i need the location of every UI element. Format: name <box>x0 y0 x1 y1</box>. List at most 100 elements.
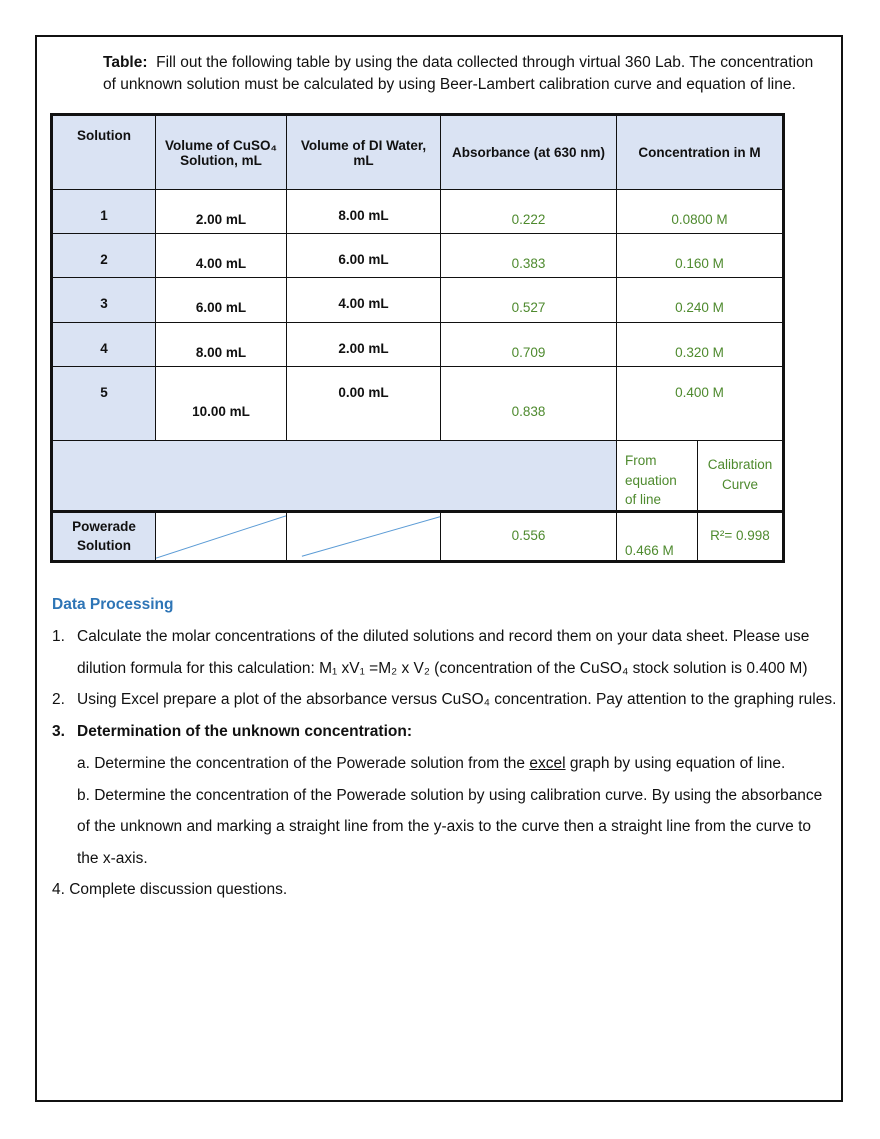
solution-number: 4 <box>51 322 156 367</box>
cuso4-volume: 4.00 mL <box>155 233 287 278</box>
step-3: 3. Determination of the unknown concentra… <box>52 722 412 742</box>
water-volume-text: 6.00 mL <box>338 252 389 267</box>
absorbance-value: 0.222 <box>440 189 617 234</box>
from-equation-line3: of line <box>625 492 662 507</box>
concentration-text: 0.400 M <box>675 385 724 400</box>
step-4: 4. Complete discussion questions. <box>52 881 288 898</box>
table-instructions: Table: Fill out the following table by u… <box>103 52 838 96</box>
step-1-line-1: 1. Calculate the molar concentrations of … <box>52 627 809 647</box>
from-equation-line2: equation <box>625 472 677 488</box>
water-volume-text: 0.00 mL <box>338 385 389 400</box>
powerade-absorbance: 0.556 <box>440 510 617 562</box>
concentration-text: 0.240 M <box>675 300 724 315</box>
header-volume-cuso4-line1: Volume of CuSO₄ <box>165 137 277 153</box>
concentration-value: 0.240 M <box>616 277 784 323</box>
calibration-curve-line2: Curve <box>721 477 758 493</box>
step-1-line-2: dilution formula for this calculation: M… <box>77 660 808 677</box>
concentration-value: 0.400 M <box>616 366 784 441</box>
cuso4-volume: 8.00 mL <box>155 322 287 367</box>
solution-number-text: 4 <box>100 341 108 356</box>
powerade-r-squared-text: R²= 0.998 <box>710 527 770 543</box>
diagonal-line-icon <box>156 514 286 559</box>
cuso4-volume-text: 4.00 mL <box>195 256 247 271</box>
blank-shaded-cell <box>51 440 617 512</box>
step-3-number: 3. <box>52 723 65 740</box>
table-row: 4 8.00 mL 2.00 mL 0.709 0.320 M <box>51 322 784 367</box>
concentration-text: 0.160 M <box>675 256 724 271</box>
header-volume-cuso4-line2: Solution, mL <box>180 152 262 168</box>
water-volume-text: 2.00 mL <box>338 341 389 356</box>
calibration-curve-label: Calibration Curve <box>697 440 784 512</box>
absorbance-value: 0.383 <box>440 233 617 278</box>
powerade-label-line1: Powerade <box>72 519 136 534</box>
absorbance-text: 0.709 <box>511 345 546 360</box>
step-2: 2. Using Excel prepare a plot of the abso… <box>52 690 836 710</box>
from-equation-line1: From <box>625 453 657 468</box>
absorbance-text: 0.383 <box>511 256 546 271</box>
step-3-text: Determination of the unknown concentrati… <box>77 723 412 740</box>
concentration-value: 0.160 M <box>616 233 784 278</box>
water-volume-text: 4.00 mL <box>338 296 389 311</box>
water-volume: 2.00 mL <box>286 322 441 367</box>
powerade-label: Powerade Solution <box>51 510 156 562</box>
cuso4-volume: 2.00 mL <box>155 189 287 234</box>
concentration-text: 0.320 M <box>675 345 724 360</box>
cuso4-volume-text: 10.00 mL <box>192 404 250 419</box>
water-volume: 0.00 mL <box>286 366 441 441</box>
step-3b-line-3: the x-axis. <box>77 850 148 867</box>
cuso4-volume-text: 8.00 mL <box>195 345 247 360</box>
step-1-number: 1. <box>52 628 65 645</box>
water-volume: 6.00 mL <box>286 233 441 278</box>
absorbance-value: 0.709 <box>440 322 617 367</box>
absorbance-value: 0.838 <box>440 366 617 441</box>
solution-number: 3 <box>51 277 156 323</box>
solution-number-text: 2 <box>100 252 108 267</box>
powerade-absorbance-text: 0.556 <box>511 527 546 543</box>
header-solution: Solution <box>51 114 156 190</box>
solution-number-text: 5 <box>100 385 108 400</box>
header-volume-water: Volume of DI Water, mL <box>286 114 441 190</box>
powerade-water-na <box>286 510 441 562</box>
powerade-conc-equation-text: 0.466 M <box>625 542 674 558</box>
page-border <box>35 35 843 1102</box>
step-3b-line-1: b. Determine the concentration of the Po… <box>77 787 823 804</box>
step-3a-underlined: excel <box>529 755 566 772</box>
cuso4-volume: 10.00 mL <box>155 366 287 441</box>
powerade-row: Powerade Solution 0.556 0.466 M R²= 0.99… <box>51 510 784 562</box>
powerade-conc-equation: 0.466 M <box>616 510 698 562</box>
step-3a: a. Determine the concentration of the Po… <box>77 754 785 774</box>
table-label: Table: <box>103 54 148 71</box>
step-2-number: 2. <box>52 691 65 708</box>
powerade-label-line2: Solution <box>77 538 131 553</box>
water-volume: 8.00 mL <box>286 189 441 234</box>
header-volume-water-line1: Volume of DI Water, <box>300 137 427 153</box>
step-2-text: Using Excel prepare a plot of the absorb… <box>77 691 837 708</box>
cuso4-volume-text: 2.00 mL <box>195 212 247 227</box>
header-volume-water-line2: mL <box>353 152 374 168</box>
absorbance-text: 0.222 <box>511 212 546 227</box>
powerade-cuso4-na <box>155 510 287 562</box>
header-concentration: Concentration in M <box>616 114 784 190</box>
table-row: 5 10.00 mL 0.00 mL 0.838 0.400 M <box>51 366 784 441</box>
concentration-value: 0.320 M <box>616 322 784 367</box>
diagonal-line-icon <box>301 515 440 557</box>
calibration-curve-line1: Calibration <box>707 457 773 473</box>
table-row: 1 2.00 mL 8.00 mL 0.222 0.0800 M <box>51 189 784 234</box>
solution-number: 1 <box>51 189 156 234</box>
solution-number-text: 1 <box>100 208 108 223</box>
table-row: 3 6.00 mL 4.00 mL 0.527 0.240 M <box>51 277 784 323</box>
cuso4-volume-text: 6.00 mL <box>195 300 247 315</box>
step-3b-line-2: of the unknown and marking a straight li… <box>77 818 812 835</box>
solution-number: 2 <box>51 233 156 278</box>
cuso4-volume: 6.00 mL <box>155 277 287 323</box>
data-table: Solution Volume of CuSO₄ Solution, mL Vo… <box>50 113 785 563</box>
table-row: 2 4.00 mL 6.00 mL 0.383 0.160 M <box>51 233 784 278</box>
method-label-row: From equation of line Calibration Curve <box>51 440 784 512</box>
from-equation-label: From equation of line <box>616 440 698 512</box>
header-volume-cuso4: Volume of CuSO₄ Solution, mL <box>155 114 287 190</box>
solution-number-text: 3 <box>100 296 108 311</box>
instructions-line-2: of unknown solution must be calculated b… <box>103 76 796 93</box>
step-3a-text-post: graph by using equation of line. <box>565 755 786 772</box>
header-absorbance: Absorbance (at 630 nm) <box>440 114 617 190</box>
solution-number: 5 <box>51 366 156 441</box>
